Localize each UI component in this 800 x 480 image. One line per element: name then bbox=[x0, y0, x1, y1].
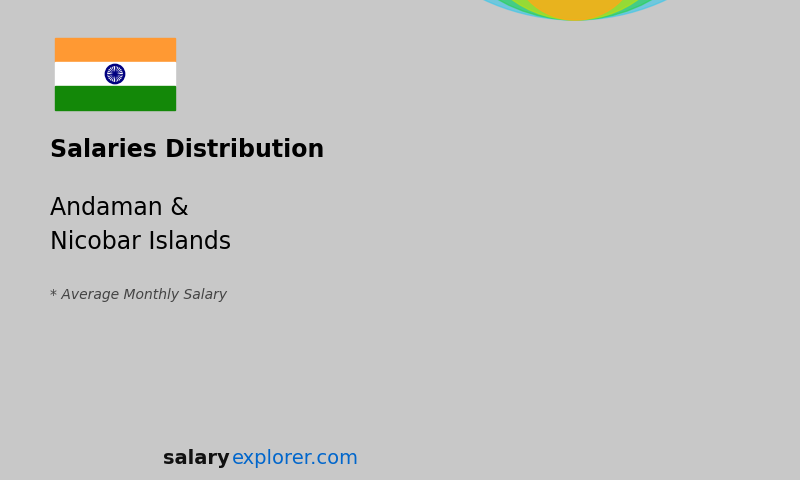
Circle shape bbox=[467, 0, 682, 20]
Bar bbox=[55, 38, 175, 62]
Circle shape bbox=[360, 0, 790, 20]
Text: salary: salary bbox=[163, 448, 230, 468]
Bar bbox=[55, 62, 175, 86]
Text: * Average Monthly Salary: * Average Monthly Salary bbox=[50, 288, 227, 302]
Text: Andaman &
Nicobar Islands: Andaman & Nicobar Islands bbox=[50, 196, 231, 254]
Circle shape bbox=[420, 0, 730, 20]
Circle shape bbox=[114, 73, 116, 75]
Text: Salaries Distribution: Salaries Distribution bbox=[50, 138, 324, 162]
Bar bbox=[55, 86, 175, 110]
Circle shape bbox=[510, 0, 639, 20]
Text: explorer.com: explorer.com bbox=[232, 448, 359, 468]
